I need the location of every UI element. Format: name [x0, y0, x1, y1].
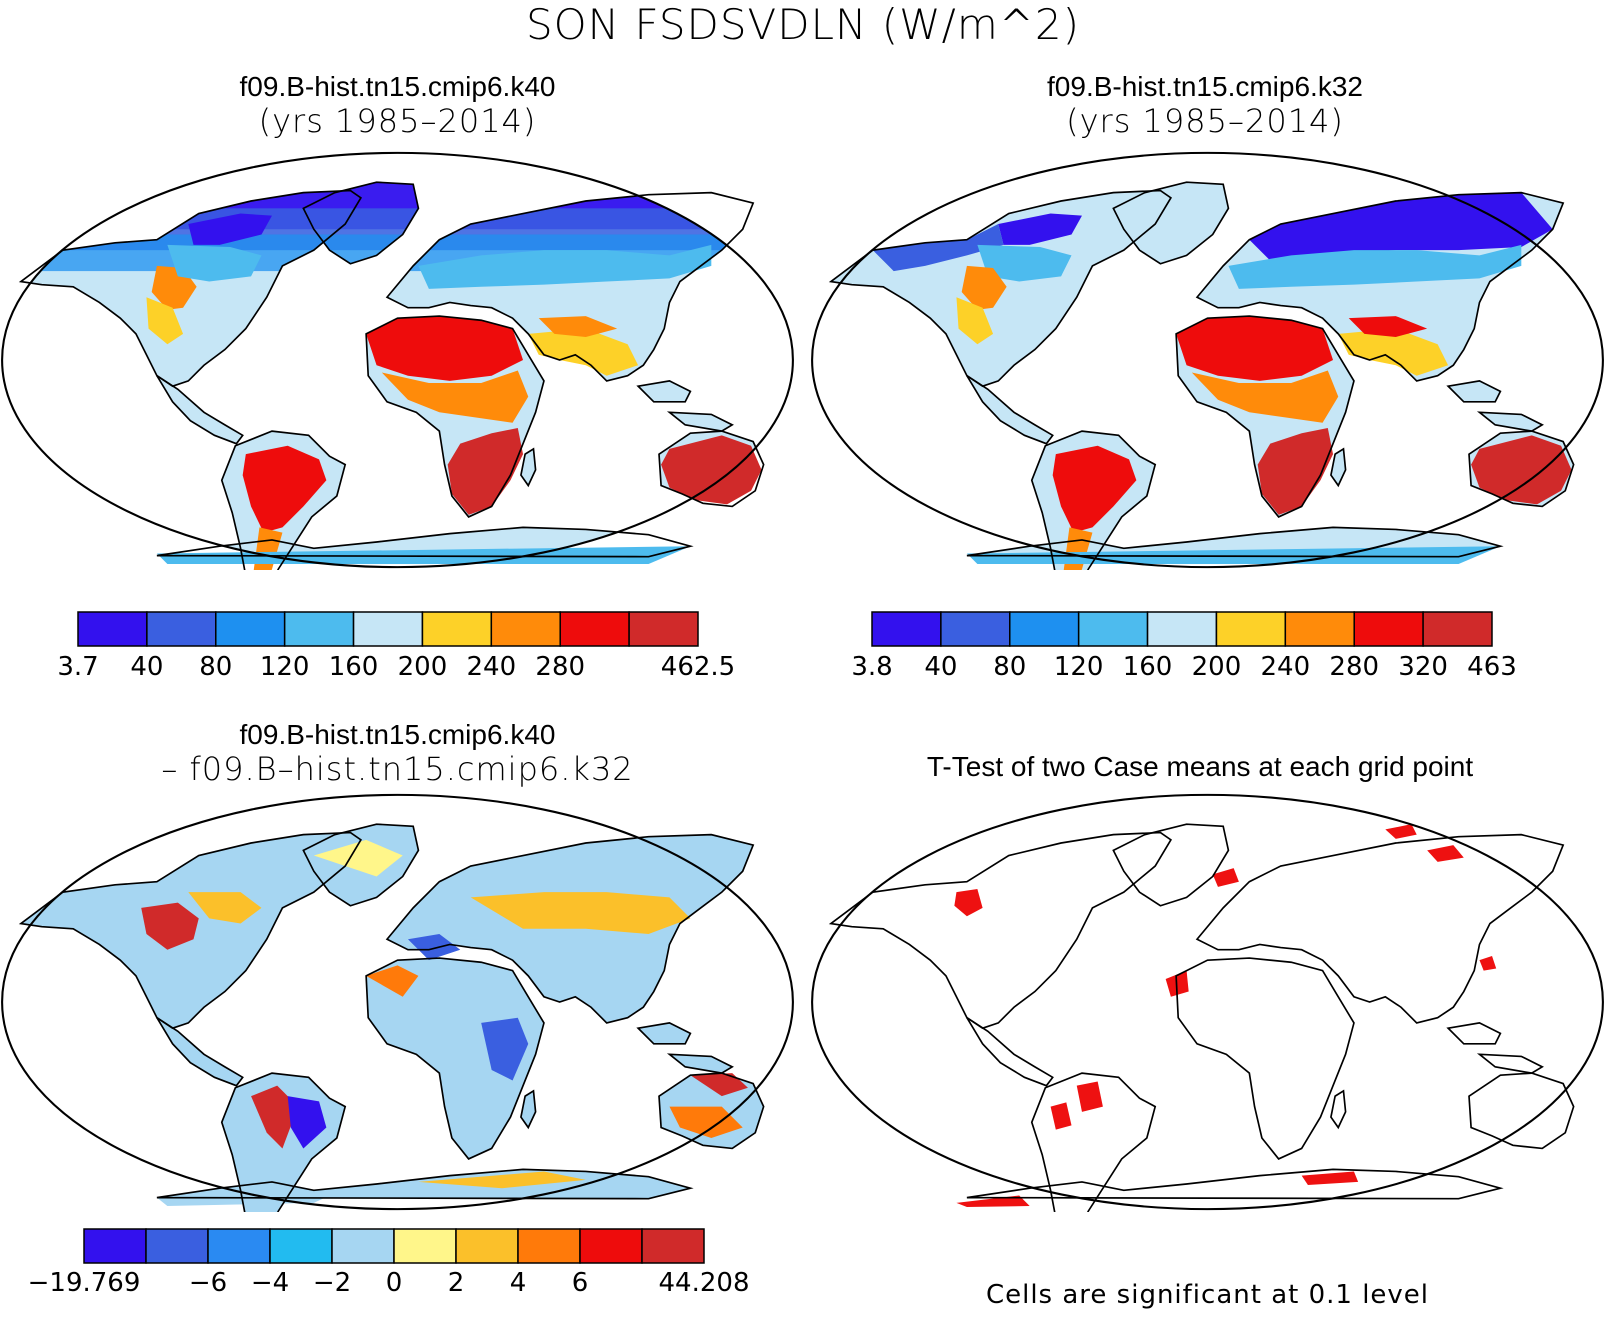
- diff-colorbar-swatch: [641, 1228, 705, 1264]
- case1-colorbar-label: 160: [328, 652, 379, 682]
- case2-colorbar-label: 320: [1398, 652, 1448, 682]
- case2-colorbar: [871, 611, 1493, 647]
- case1-colorbar-swatch: [283, 611, 355, 647]
- diff-colorbar-labels: −19.769 −6 −4 −2 0 2 4 6 44.208: [28, 1268, 750, 1302]
- case2-colorbar-label: 200: [1191, 652, 1242, 682]
- case1-colorbar-swatch: [628, 611, 699, 647]
- case2-map: [811, 151, 1604, 570]
- case1-colorbar: [77, 611, 699, 647]
- diff-colorbar-label: 2: [447, 1268, 465, 1298]
- case1-colorbar-label: 80: [199, 652, 233, 682]
- case1-colorbar-swatch: [77, 611, 148, 647]
- diff-title: f09.B-hist.tn15.cmip6.k40 – f09.B–hist.t…: [0, 718, 795, 786]
- case1-colorbar-swatch: [559, 611, 630, 647]
- figure-title: SON FSDSVDLN (W/m^2): [525, 0, 1081, 49]
- case2-colorbar-label: 80: [993, 652, 1027, 682]
- diff-colorbar-swatch: [145, 1228, 209, 1264]
- case2-colorbar-swatch: [1215, 611, 1287, 647]
- case1-colorbar-label: 200: [397, 652, 448, 682]
- significance-note: Cells are significant at 0.1 level: [985, 1280, 1430, 1310]
- diff-colorbar-label: −4: [250, 1268, 290, 1298]
- ttest-title: T-Test of two Case means at each grid po…: [795, 750, 1605, 784]
- diff-colorbar-label: 0: [385, 1268, 403, 1298]
- case1-colorbar-swatch: [215, 611, 286, 647]
- case2-colorbar-swatch: [940, 611, 1011, 647]
- case1-colorbar-swatch: [490, 611, 561, 647]
- ttest-map: [811, 793, 1604, 1212]
- case2-colorbar-label: 463: [1467, 652, 1517, 682]
- diff-colorbar-swatch: [207, 1228, 271, 1264]
- diff-colorbar-swatch: [393, 1228, 457, 1264]
- case1-colorbar-label: 120: [259, 652, 310, 682]
- case2-colorbar-swatch: [1353, 611, 1424, 647]
- case2-colorbar-label: 160: [1122, 652, 1173, 682]
- diff-colorbar-label: 44.208: [658, 1268, 750, 1298]
- diff-colorbar-swatch: [83, 1228, 147, 1264]
- case2-colorbar-swatch: [1284, 611, 1355, 647]
- case2-colorbar-swatch: [1077, 611, 1149, 647]
- case1-colorbar-swatch: [421, 611, 493, 647]
- case1-colorbar-label: 462.5: [660, 652, 736, 682]
- case2-colorbar-label: 3.8: [851, 652, 893, 682]
- case1-title: f09.B-hist.tn15.cmip6.k40 (yrs 1985–2014…: [0, 70, 795, 138]
- case2-title-line2: (yrs 1985–2014): [1066, 102, 1344, 140]
- diff-title-line2: – f09.B–hist.tn15.cmip6.k32: [161, 750, 634, 788]
- diff-colorbar-swatch: [455, 1228, 519, 1264]
- case1-colorbar-swatch: [146, 611, 217, 647]
- case2-colorbar-swatch: [871, 611, 942, 647]
- case1-title-line2: (yrs 1985–2014): [258, 102, 537, 140]
- diff-colorbar-label: 6: [571, 1268, 589, 1298]
- diff-colorbar-swatch: [579, 1228, 643, 1264]
- case1-map: [1, 151, 794, 570]
- case1-colorbar-label: 3.7: [57, 652, 99, 682]
- diff-colorbar-swatch: [269, 1228, 333, 1264]
- case1-colorbar-label: 280: [535, 652, 586, 682]
- diff-colorbar-label: 4: [509, 1268, 527, 1298]
- case1-colorbar-labels: 3.7 40 80 120 160 200 240 280 462.5: [57, 652, 735, 686]
- diff-colorbar: [83, 1228, 705, 1264]
- diff-colorbar-label: −19.769: [27, 1268, 141, 1298]
- diff-colorbar-label: −6: [188, 1268, 228, 1298]
- case2-colorbar-label: 120: [1053, 652, 1104, 682]
- case1-colorbar-swatch: [352, 611, 424, 647]
- diff-map: [1, 793, 794, 1212]
- case2-colorbar-label: 240: [1260, 652, 1311, 682]
- case2-colorbar-labels: 3.8 40 80 120 160 200 240 280 320 463: [851, 652, 1517, 686]
- case2-title: f09.B-hist.tn15.cmip6.k32 (yrs 1985–2014…: [795, 70, 1606, 138]
- diff-colorbar-swatch: [517, 1228, 581, 1264]
- case2-colorbar-label: 40: [924, 652, 958, 682]
- ttest-title-line1: T-Test of two Case means at each grid po…: [926, 751, 1474, 782]
- case2-colorbar-swatch: [1422, 611, 1493, 647]
- case2-colorbar-swatch: [1146, 611, 1218, 647]
- case2-title-line1: f09.B-hist.tn15.cmip6.k32: [1047, 71, 1363, 102]
- diff-title-line1: f09.B-hist.tn15.cmip6.k40: [239, 719, 556, 750]
- diff-colorbar-label: −2: [312, 1268, 352, 1298]
- case1-colorbar-label: 40: [130, 652, 164, 682]
- case2-colorbar-swatch: [1009, 611, 1080, 647]
- diff-colorbar-swatch: [331, 1228, 395, 1264]
- case2-colorbar-label: 280: [1329, 652, 1380, 682]
- case1-title-line1: f09.B-hist.tn15.cmip6.k40: [239, 71, 556, 102]
- case1-colorbar-label: 240: [466, 652, 517, 682]
